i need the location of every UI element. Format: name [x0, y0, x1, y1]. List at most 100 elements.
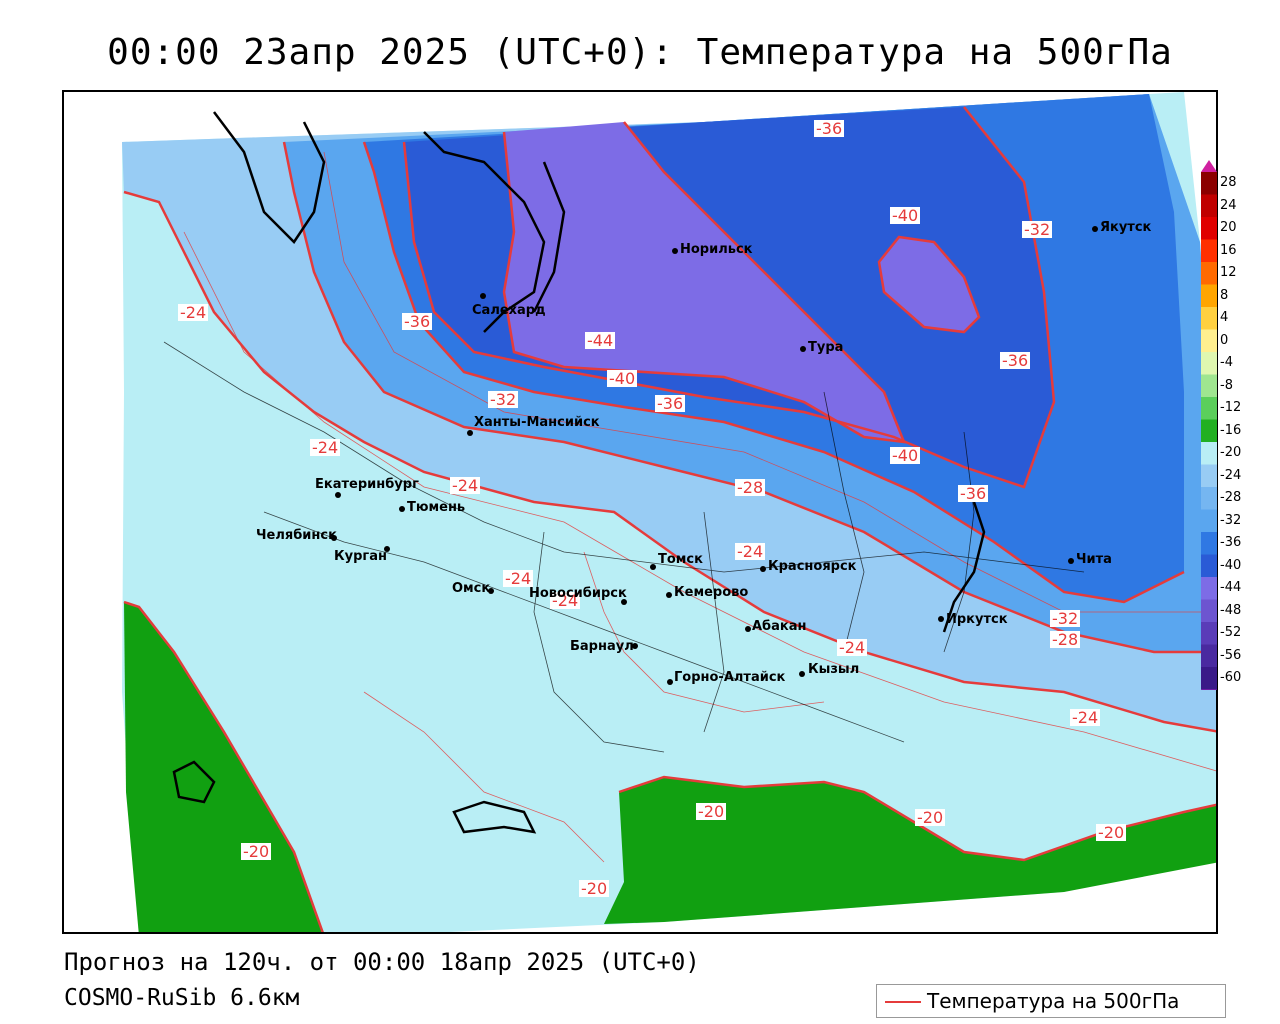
- contour-label: -20: [696, 802, 727, 821]
- contour-label: -32: [488, 390, 519, 409]
- contour-label: -28: [735, 478, 766, 497]
- city-dot: [672, 248, 678, 254]
- scale-segment: [1201, 667, 1217, 690]
- scale-tick-label: 28: [1220, 175, 1237, 190]
- scale-tick-label: -8: [1220, 377, 1233, 393]
- scale-segment: [1201, 577, 1217, 600]
- contour-label: -36: [958, 484, 989, 503]
- scale-segment: [1201, 307, 1217, 330]
- city-dot: [335, 492, 341, 498]
- city-dot: [399, 506, 405, 512]
- city-label: Ханты-Мансийск: [467, 416, 600, 436]
- contour-label: -28: [1050, 630, 1081, 649]
- contour-label: -24: [310, 438, 341, 457]
- scale-segment: [1201, 284, 1217, 307]
- contour-label: -20: [241, 842, 272, 861]
- city-dot: [799, 671, 805, 677]
- city-dot: [467, 430, 473, 436]
- city-dot: [667, 679, 673, 685]
- city-label: Иркутск: [938, 613, 1008, 627]
- green-south: [604, 777, 1216, 924]
- city-dot: [488, 588, 494, 594]
- violet-west: [504, 122, 904, 442]
- city-label: Челябинск: [256, 528, 337, 543]
- city-dot: [650, 564, 656, 570]
- contour-label: -40: [890, 446, 921, 465]
- city-label: Новосибирск: [529, 587, 627, 605]
- city-label: Якутск: [1092, 221, 1151, 235]
- city-label: Курган: [334, 546, 390, 564]
- scale-segment: [1201, 374, 1217, 397]
- scale-segment: [1201, 554, 1217, 577]
- contour-label: -44: [585, 331, 616, 350]
- contour-label: -36: [655, 394, 686, 413]
- scale-tick-label: -52: [1220, 625, 1242, 640]
- contour-lines: [123, 106, 1216, 932]
- scale-segment: [1201, 172, 1217, 195]
- scale-segment: [1201, 329, 1217, 352]
- contour-label: -32: [1050, 609, 1081, 628]
- city-dot: [621, 599, 627, 605]
- map-title: 00:00 23апр 2025 (UTC+0): Температура на…: [107, 32, 1173, 73]
- scale-segment: [1201, 509, 1217, 532]
- contour-label: -36: [402, 312, 433, 331]
- city-label: Салехард: [472, 293, 546, 318]
- map-area: [62, 90, 1218, 934]
- legend: Температура на 500гПа: [876, 984, 1226, 1018]
- city-dot: [745, 626, 751, 632]
- city-label: Омск: [452, 582, 494, 596]
- color-scale-bar: [1201, 160, 1217, 690]
- city-label: Тура: [800, 341, 843, 355]
- city-dot: [938, 616, 944, 622]
- city-label: Абакан: [745, 620, 807, 634]
- scale-tick-label: 4: [1220, 310, 1229, 325]
- scale-segment: [1201, 194, 1217, 217]
- scale-segment: [1201, 419, 1217, 442]
- city-label: Норильск: [672, 243, 753, 257]
- scale-tick-label: 12: [1220, 265, 1237, 280]
- scale-tick-label: -44: [1220, 580, 1242, 595]
- city-label: Горно-Алтайск: [667, 671, 785, 685]
- city-dot: [760, 566, 766, 572]
- scale-segment: [1201, 487, 1217, 510]
- scale-segment: [1201, 442, 1217, 465]
- city-label: Барнаул: [570, 640, 638, 654]
- contour-label: -20: [1096, 823, 1127, 842]
- contour-label: -20: [915, 808, 946, 827]
- city-dot: [1092, 226, 1098, 232]
- coastline: [172, 111, 986, 834]
- scale-tick-label: -56: [1220, 647, 1242, 663]
- contour-label: -24: [503, 569, 534, 588]
- map-canvas: [122, 92, 1216, 932]
- scale-segment: [1201, 397, 1217, 420]
- city-label: Кызыл: [799, 663, 859, 677]
- scale-tick-label: 20: [1220, 220, 1237, 235]
- scale-tick-label: 24: [1220, 197, 1237, 213]
- scale-tick-label: -24: [1220, 467, 1242, 483]
- scale-arrow-bottom: [1201, 689, 1217, 690]
- scale-segment: [1201, 464, 1217, 487]
- scale-tick-label: 16: [1220, 242, 1237, 258]
- scale-tick-label: -12: [1220, 400, 1242, 415]
- scale-tick-label: -48: [1220, 602, 1242, 618]
- city-label: Тюмень: [399, 501, 465, 515]
- green-southwest: [124, 602, 323, 932]
- city-label: Екатеринбург: [315, 478, 419, 498]
- forecast-info: Прогноз на 120ч. от 00:00 18апр 2025 (UT…: [64, 948, 700, 976]
- contour-label: -24: [1070, 708, 1101, 727]
- scale-segment: [1201, 352, 1217, 375]
- city-label: Чита: [1068, 553, 1112, 567]
- scale-segment: [1201, 622, 1217, 645]
- scale-tick-label: 0: [1220, 332, 1229, 348]
- scale-tick-label: -4: [1220, 355, 1233, 370]
- contour-label: -24: [178, 303, 209, 322]
- city-dot: [384, 546, 390, 552]
- scale-segment: [1201, 239, 1217, 262]
- scale-arrow-top: [1201, 160, 1217, 172]
- contour-label: -24: [450, 476, 481, 495]
- city-label: Томск: [650, 553, 703, 570]
- contour-label: -32: [1022, 220, 1053, 239]
- city-label: Красноярск: [760, 560, 857, 574]
- legend-line-swatch: [885, 1001, 921, 1003]
- color-scale: 28 24 20 16 12 8 4 0 -4 -8 -12 -16 -20 -24 -28 -32 -36 -4…: [1200, 160, 1280, 690]
